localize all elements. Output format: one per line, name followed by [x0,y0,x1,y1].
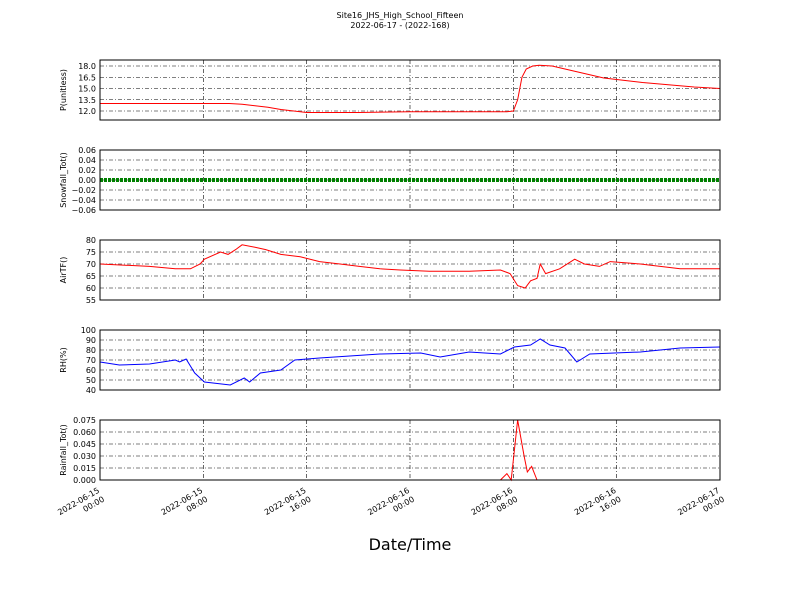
y-tick-label: 80 [86,236,96,245]
y-tick-label: 0.030 [73,452,96,461]
y-tick-label: 0.075 [73,416,96,425]
y-tick-label: 50 [86,376,96,385]
y-axis-label: RH(%) [59,347,68,372]
y-tick-label: 13.5 [78,96,96,105]
y-tick-label: 75 [86,248,96,257]
y-tick-label: 60 [86,284,96,293]
y-axis-label: Rainfall_Tot() [59,424,68,476]
y-tick-label: 40 [86,386,96,395]
panel-frame [99,59,721,121]
y-tick-label: 60 [86,366,96,375]
chart-title: Site16_JHS_High_School_Fifteen [337,11,464,20]
y-tick-label: 80 [86,346,96,355]
y-tick-label: 0.015 [73,464,96,473]
y-tick-label: 0.02 [78,166,96,175]
y-tick-label: 0.00 [78,176,96,185]
y-tick-label: 65 [86,272,96,281]
y-tick-label: 0.060 [73,428,96,437]
y-axis-label: Snowfall_Tot() [59,152,68,208]
y-tick-label: 18.0 [78,62,96,71]
y-tick-label: 15.0 [78,85,96,94]
y-tick-label: 90 [86,336,96,345]
y-tick-label: 0.06 [78,146,96,155]
data-line [99,338,721,386]
y-tick-label: 0.045 [73,440,96,449]
panel-frame [99,329,721,391]
y-tick-label: 55 [86,296,96,305]
data-line [99,244,720,289]
y-axis-label: P(unitless) [59,69,68,111]
y-tick-label: −0.06 [71,206,96,215]
y-tick-label: −0.04 [71,196,96,205]
y-tick-label: 16.5 [78,73,96,82]
y-tick-label: −0.02 [71,186,96,195]
panel-frame [99,419,721,481]
panel-frame [99,239,721,301]
y-axis-label: AirTF() [59,257,68,284]
y-tick-label: 12.0 [78,107,96,116]
panel-frame [99,149,721,211]
y-tick-label: 0.04 [78,156,96,165]
y-tick-label: 70 [86,260,96,269]
data-line [100,64,721,113]
x-axis-label: Date/Time [369,535,452,554]
y-tick-label: 70 [86,356,96,365]
y-tick-label: 100 [81,326,96,335]
y-tick-label: 0.000 [73,476,96,485]
chart-subtitle: 2022-06-17 - (2022-168) [350,21,449,30]
